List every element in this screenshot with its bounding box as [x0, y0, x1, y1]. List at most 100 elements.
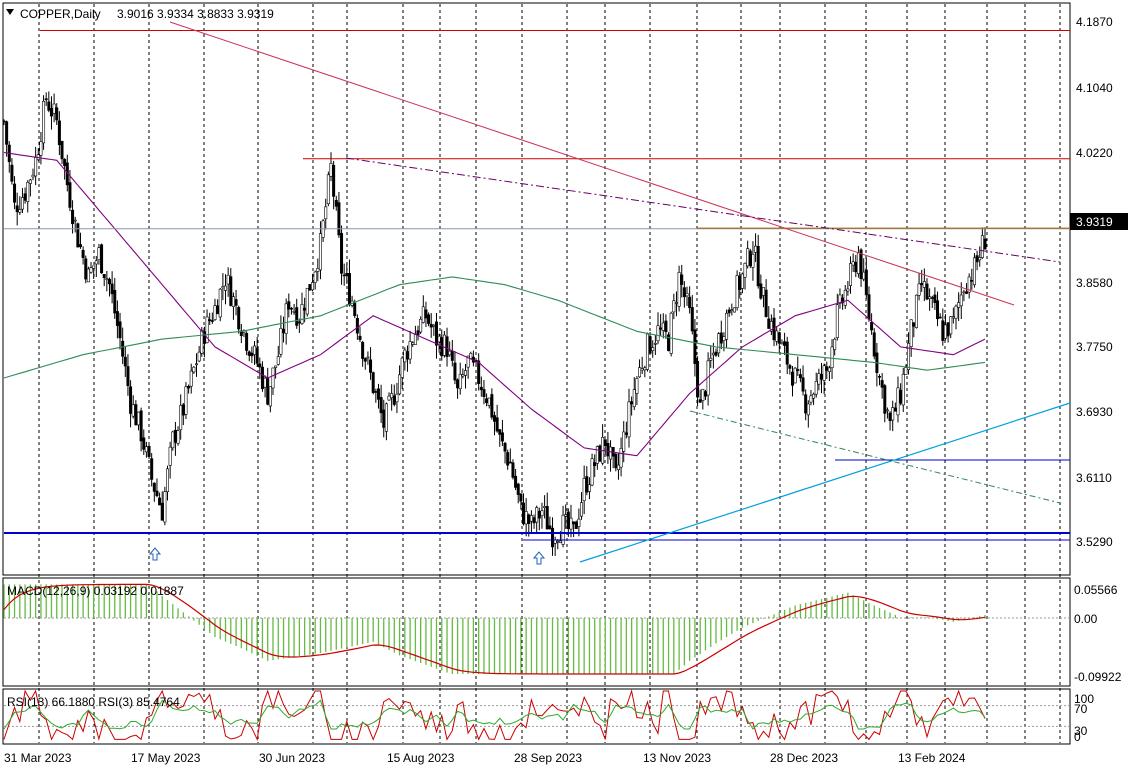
candle-body — [978, 257, 982, 261]
candle-body — [218, 288, 222, 318]
candle-body — [276, 356, 280, 365]
candle-body — [754, 245, 758, 253]
candle-body — [263, 377, 267, 388]
candle-body — [158, 497, 162, 506]
candle-body — [49, 108, 53, 117]
symbol-label: COPPER,Daily — [20, 7, 101, 21]
rsi-title: RSI(13) 66.1880 RSI(3) 85.4764 — [7, 695, 180, 709]
candle-body — [176, 430, 180, 444]
candle-body — [788, 365, 792, 369]
candle-body — [382, 409, 386, 428]
candle-body — [854, 261, 858, 273]
candle-body — [674, 302, 678, 304]
candle-body — [503, 442, 507, 452]
candle-body — [390, 393, 394, 399]
candle-body — [933, 294, 937, 304]
candle-body — [540, 510, 544, 516]
candle-body — [896, 387, 900, 416]
date-tick: 30 Jun 2023 — [259, 751, 325, 765]
candle-body — [411, 342, 415, 345]
trendline — [689, 410, 1061, 504]
candle-body — [524, 511, 528, 525]
price-series — [2, 21, 1071, 565]
macd-title: MACD(12,26,9) 0.03192 0.01887 — [7, 584, 184, 598]
main-panel[interactable] — [2, 2, 1071, 576]
candle-body — [210, 320, 214, 322]
candle-body — [685, 293, 689, 297]
candle-body — [63, 159, 67, 167]
candle-body — [849, 263, 853, 286]
candle-body — [44, 98, 48, 101]
candle-body — [819, 374, 823, 380]
candle-body — [102, 274, 106, 278]
candle-body — [448, 350, 452, 356]
candle-body — [806, 403, 810, 416]
candle-body — [326, 174, 330, 205]
candle-body — [901, 373, 905, 406]
candle-body — [899, 389, 903, 404]
date-tick: 13 Nov 2023 — [643, 751, 711, 765]
candle-body — [624, 432, 628, 435]
candle-body — [511, 462, 515, 478]
current-price-box — [1070, 213, 1128, 230]
candle-body — [208, 319, 212, 321]
candle-body — [105, 278, 109, 280]
candle-body — [205, 316, 209, 343]
candle-body — [846, 288, 850, 292]
candle-body — [862, 271, 866, 280]
candle-body — [255, 347, 259, 364]
candle-body — [885, 409, 889, 412]
candle-body — [914, 294, 918, 329]
up-arrow-icon — [532, 551, 546, 565]
candle-body — [827, 367, 831, 372]
candle-body — [461, 374, 465, 377]
candle-body — [785, 341, 789, 365]
candle-body — [160, 502, 164, 521]
candle-body — [577, 518, 581, 527]
candle-body — [466, 355, 470, 368]
candle-body — [519, 493, 523, 502]
candle-body — [142, 437, 146, 450]
candle-body — [234, 299, 238, 306]
candle-body — [566, 511, 570, 529]
candle-body — [701, 389, 705, 401]
candle-body — [835, 304, 839, 338]
candle-body — [938, 316, 942, 319]
price-axis: 4.1870 4.1040 4.0220 3.8580 3.7750 3.693… — [1070, 15, 1128, 549]
candle-body — [332, 165, 336, 197]
candle-body — [535, 507, 539, 523]
candle-body — [458, 373, 462, 390]
candle-body — [429, 323, 433, 328]
candle-body — [891, 407, 895, 421]
candle-body — [311, 282, 315, 291]
candle-body — [965, 291, 969, 294]
candle-body — [711, 352, 715, 356]
price-tick: 3.8580 — [1076, 276, 1113, 290]
candle-body — [379, 397, 383, 414]
candle-body — [155, 490, 159, 497]
candle-body — [943, 324, 947, 339]
rsi-panel[interactable] — [2, 688, 1071, 745]
menu-triangle-icon[interactable] — [6, 9, 14, 15]
candle-body — [682, 287, 686, 298]
candle-body — [52, 103, 56, 114]
candle-body — [659, 327, 663, 330]
candle-body — [487, 397, 491, 406]
candle-body — [340, 233, 344, 274]
candle-body — [134, 404, 138, 426]
candle-body — [543, 506, 547, 509]
candle-body — [722, 336, 726, 341]
candle-body — [843, 289, 847, 306]
candle-body — [859, 249, 863, 280]
candle-body — [714, 351, 718, 356]
candle-body — [909, 319, 913, 347]
candle-body — [226, 274, 230, 285]
candle-body — [224, 285, 228, 291]
candle-body — [957, 302, 961, 308]
candle-body — [229, 276, 233, 306]
candle-body — [490, 394, 494, 418]
date-tick: 28 Dec 2023 — [770, 751, 838, 765]
candle-body — [231, 296, 235, 307]
candle-body — [463, 370, 467, 376]
candle-body — [78, 244, 82, 248]
